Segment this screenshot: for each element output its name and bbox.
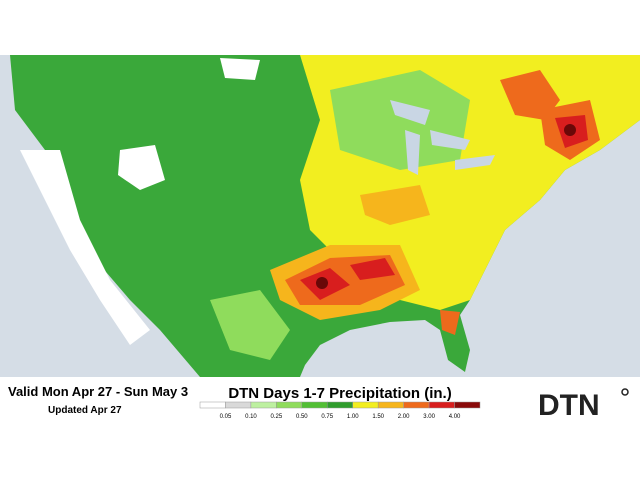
legend-swatch xyxy=(352,401,379,409)
legend-label: 0.10 xyxy=(245,414,257,420)
light-green-area xyxy=(210,290,290,360)
updated-date: Updated Apr 27 xyxy=(48,405,122,416)
orange-area xyxy=(440,310,460,335)
legend-swatch xyxy=(301,401,328,409)
legend-swatch xyxy=(377,401,404,409)
dark-red-area xyxy=(316,277,328,289)
legend-label: 1.00 xyxy=(347,414,359,420)
logo: DTN xyxy=(538,389,600,422)
logo-mark xyxy=(621,388,629,396)
legend-label: 1.50 xyxy=(372,414,384,420)
red-area xyxy=(350,258,395,280)
legend-swatch xyxy=(454,401,481,409)
orange-area xyxy=(360,185,430,225)
legend-swatch xyxy=(199,401,226,409)
dry-area xyxy=(220,58,260,80)
legend: 0.05 0.10 0.25 0.50 0.75 1.00 1.50 2.00 3.00 4.00 xyxy=(199,401,481,420)
dry-area xyxy=(20,150,150,345)
great-lakes xyxy=(390,100,495,175)
legend-swatch xyxy=(428,401,455,409)
legend-label: 0.05 xyxy=(220,414,232,420)
map-title: DTN Days 1-7 Precipitation (in.) xyxy=(228,385,451,402)
map xyxy=(0,55,640,377)
dry-area xyxy=(118,145,165,190)
legend-label: 0.75 xyxy=(321,414,333,420)
legend-swatch xyxy=(403,401,430,409)
orange-area xyxy=(500,70,560,120)
legend-swatch xyxy=(327,401,353,409)
legend-label: 4.00 xyxy=(449,414,461,420)
legend-label: 0.25 xyxy=(271,414,283,420)
dark-red-area xyxy=(564,124,576,136)
legend-swatch xyxy=(276,401,303,409)
legend-label: 3.00 xyxy=(423,414,435,420)
legend-swatch xyxy=(225,401,252,409)
legend-label: 0.50 xyxy=(296,414,308,420)
valid-dates: Valid Mon Apr 27 - Sun May 3 xyxy=(8,384,188,399)
legend-label: 2.00 xyxy=(398,414,410,420)
legend-swatch xyxy=(250,401,277,409)
